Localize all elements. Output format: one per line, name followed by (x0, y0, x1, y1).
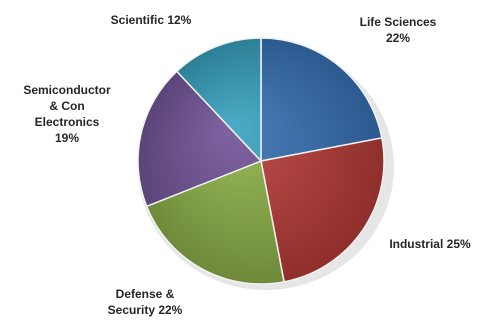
pie-label-scientific: Scientific 12% (111, 13, 192, 27)
pie-slice-defense-and-security (145, 159, 285, 285)
pie-label-line: Industrial 25% (389, 237, 471, 251)
pie-label-line: Defense & (116, 287, 175, 301)
pie-slice-industrial (260, 137, 385, 283)
pie-slice-scientific (175, 37, 262, 163)
pie-label-line: 22% (386, 31, 410, 45)
pie-label-line: Life Sciences (360, 15, 437, 29)
pie-label-line: Scientific 12% (111, 13, 192, 27)
pie-slices (137, 37, 385, 285)
pie-label-life-sciences: Life Sciences 22% (360, 15, 437, 45)
pie-slice-life-sciences (260, 37, 383, 162)
pie-slice-semiconductor-and-con-electronics (137, 70, 263, 208)
pie-label-line: & Con (49, 99, 84, 113)
pie-label-industrial: Industrial 25% (389, 237, 471, 251)
pie-label-line: 19% (55, 131, 79, 145)
pie-label-line: Semiconductor (23, 83, 111, 97)
pie-labels: Life Sciences 22% Industrial 25% Defense & S… (23, 13, 471, 317)
pie-label-line: Electronics (35, 115, 100, 129)
pie-label-semiconductor-and-con-electronics: Semiconductor & Con Electronics 19% (23, 83, 111, 145)
pie-label-defense-and-security: Defense & Security 22% (108, 287, 183, 317)
pie-label-line: Security 22% (108, 303, 183, 317)
